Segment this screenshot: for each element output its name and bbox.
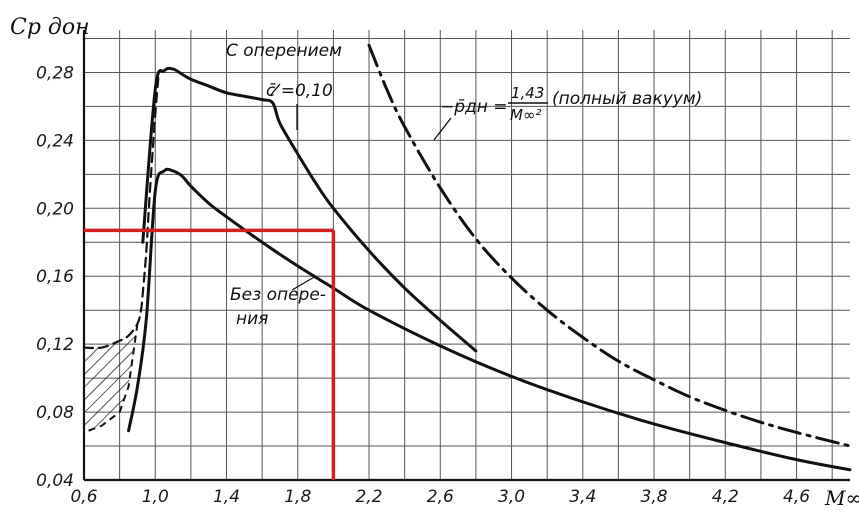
vacuum-formula-denominator: M∞²	[510, 106, 541, 124]
x-tick-label: 4,6	[783, 487, 810, 507]
x-tick-label: 3,8	[641, 487, 668, 507]
x-tick-labels: 0,6 1,0 1,4 1,8 2,2 2,6 3,0 3,4 3,8 4,2 4,6	[70, 487, 810, 507]
x-tick-label: 3,4	[569, 487, 596, 507]
data-curves	[82, 43, 852, 472]
x-tick-label: 1,8	[284, 487, 311, 507]
curve-dashed-boundary	[82, 71, 160, 350]
hatched-area	[84, 323, 138, 433]
x-tick-label: 3,0	[498, 487, 525, 507]
curve-without-tail	[127, 167, 852, 472]
without-tail-label: Без опере-	[230, 285, 326, 305]
with-tail-leader	[269, 83, 281, 97]
x-tick-label: 2,6	[427, 487, 454, 507]
y-tick-label: 0,24	[36, 131, 74, 151]
grid-lines	[82, 30, 850, 482]
vacuum-formula-note: (полный вакуум)	[552, 89, 702, 109]
x-tick-label: 1,4	[213, 487, 240, 507]
y-tick-label: 0,28	[36, 63, 74, 83]
vacuum-formula-lhs: −p̄дн =	[440, 97, 508, 117]
vacuum-formula-numerator: 1,43	[511, 84, 544, 102]
without-tail-label-cont: ния	[236, 309, 268, 329]
y-tick-label: 0,04	[36, 471, 74, 491]
without-tail-leader	[291, 275, 317, 291]
curve-with-tail	[141, 66, 478, 353]
red-marker	[84, 228, 336, 480]
with-tail-label: С оперением	[226, 41, 342, 61]
x-axis-label: M∞	[824, 486, 859, 510]
with-tail-thickness-label: c̄ =0,10	[266, 81, 333, 101]
x-tick-label: 4,2	[712, 487, 739, 507]
y-axis-label: Cp дон	[10, 15, 90, 40]
y-tick-label: 0,08	[36, 403, 74, 423]
x-tick-label: 2,2	[355, 487, 382, 507]
vacuum-leader	[433, 117, 452, 141]
y-tick-label: 0,20	[36, 199, 74, 219]
y-tick-labels: 0,04 0,08 0,12 0,16 0,20 0,24 0,28	[36, 63, 74, 491]
hatched-region	[83, 323, 139, 434]
y-tick-label: 0,12	[36, 335, 74, 355]
y-tick-label: 0,16	[36, 267, 74, 287]
x-tick-label: 1,0	[142, 487, 169, 507]
hatched-lower-boundary	[83, 323, 139, 434]
x-tick-label: 0,6	[70, 487, 97, 507]
curve-full-vacuum	[367, 43, 852, 448]
